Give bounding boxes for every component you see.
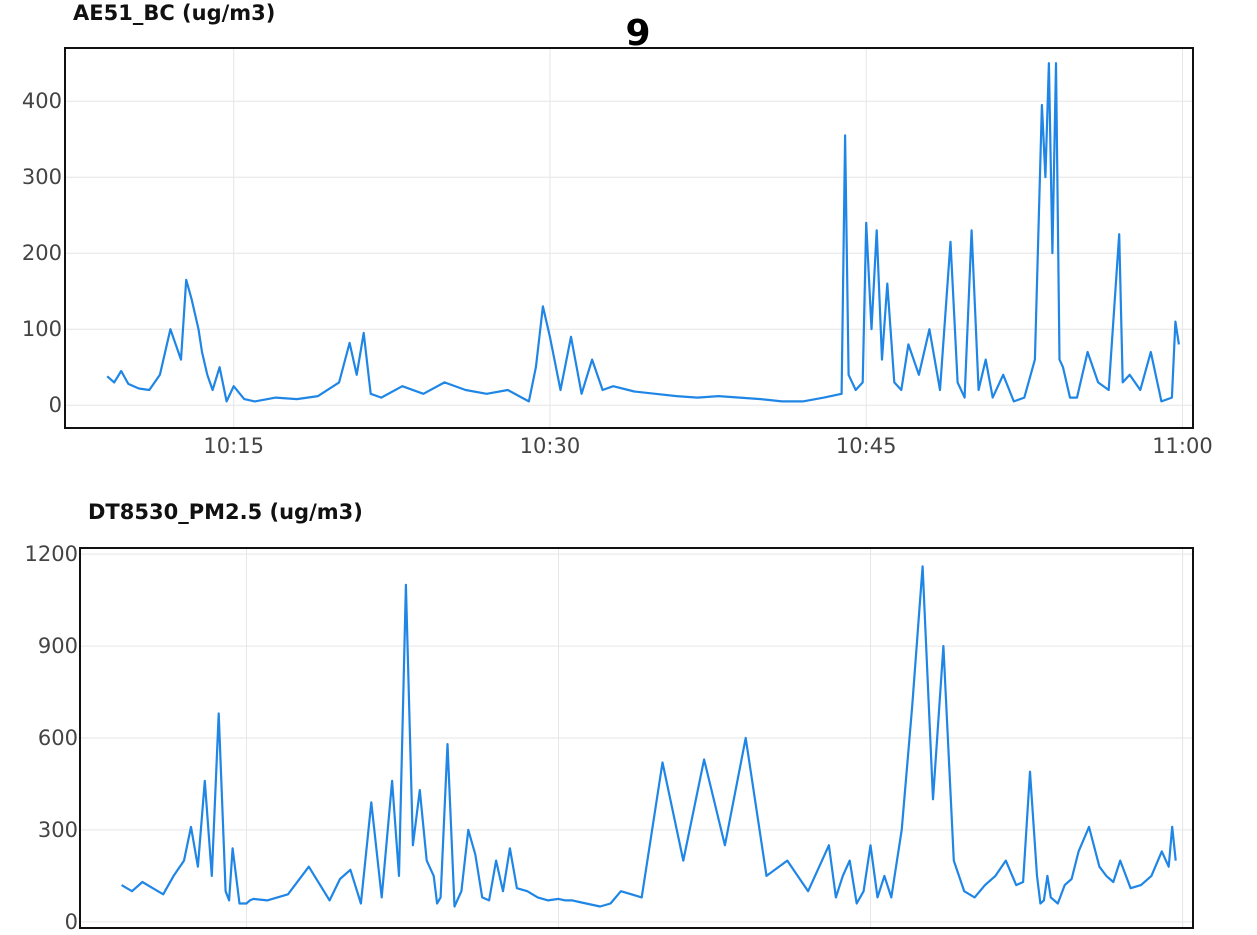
- y-tick-label: 0: [65, 910, 78, 934]
- y-tick-label: 300: [22, 165, 62, 189]
- y-tick-label: 900: [38, 634, 78, 658]
- chart-bc: AE51_BC (ug/m3) 0 100 200 300 400 10:15 10:30…: [22, 1, 1213, 458]
- x-tick-label: 10:15: [203, 434, 264, 458]
- x-tick-label: 11:00: [1152, 434, 1213, 458]
- chart-pm25-y-tick-labels: 0 300 600 900 1200: [25, 542, 78, 934]
- chart-pm25-series-line: [121, 565, 1177, 908]
- x-tick-label: 10:30: [520, 434, 581, 458]
- chart-bc-series-line: [106, 62, 1180, 403]
- y-tick-label: 0: [49, 393, 62, 417]
- chart-pm25-gridlines: [80, 548, 1193, 928]
- y-tick-label: 300: [38, 818, 78, 842]
- chart-pm25-plot-frame: [79, 547, 1194, 929]
- chart-bc-gridlines: [65, 48, 1193, 428]
- chart-bc-y-tick-labels: 0 100 200 300 400: [22, 89, 62, 417]
- y-tick-label: 400: [22, 89, 62, 113]
- chart-pm25: DT8530_PM2.5 (ug/m3) 0 300 600 900 1200: [25, 500, 1194, 934]
- chart-bc-plot-frame: [64, 47, 1194, 429]
- chart-bc-title: AE51_BC (ug/m3): [73, 1, 275, 25]
- y-tick-label: 600: [38, 726, 78, 750]
- y-tick-label: 1200: [25, 542, 78, 566]
- y-tick-label: 100: [22, 317, 62, 341]
- y-tick-label: 200: [22, 241, 62, 265]
- chart-bc-x-tick-labels: 10:15 10:30 10:45 11:00: [203, 434, 1212, 458]
- chart-pm25-title: DT8530_PM2.5 (ug/m3): [88, 500, 363, 524]
- x-tick-label: 10:45: [836, 434, 897, 458]
